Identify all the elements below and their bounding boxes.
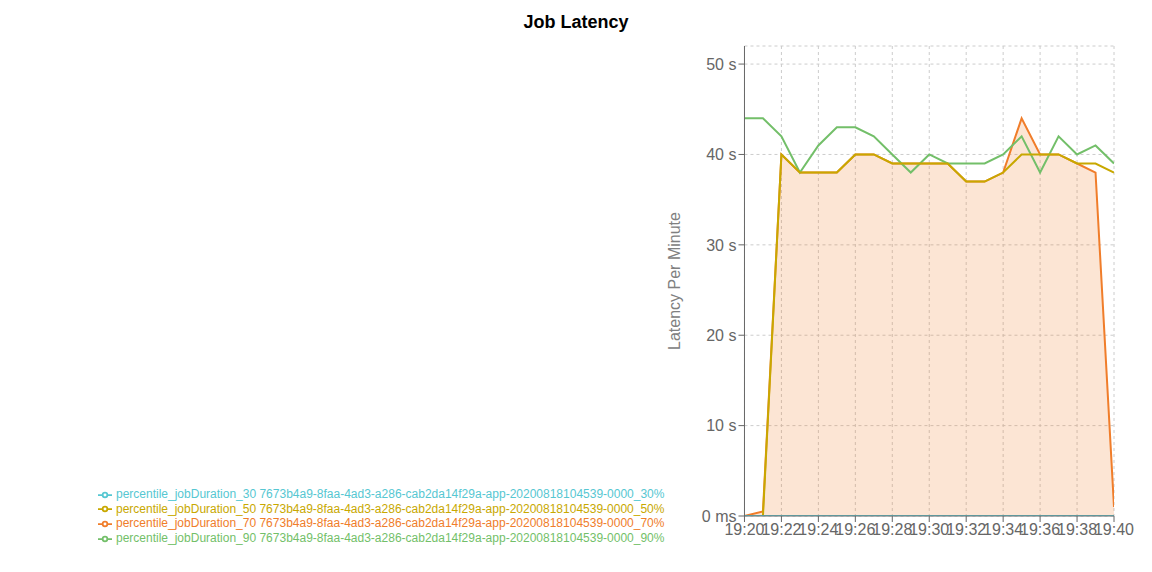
svg-text:50 s: 50 s bbox=[706, 56, 736, 73]
svg-text:19:32: 19:32 bbox=[946, 521, 986, 538]
html-text:percentile_jobDuration_50 7673: percentile_jobDuration_50 7673b4a9-8faa-… bbox=[116, 501, 665, 516]
svg-text:20 s: 20 s bbox=[706, 327, 736, 344]
html-text:Job Latency: Job Latency bbox=[523, 12, 629, 32]
html-text:percentile_jobDuration_70 7673: percentile_jobDuration_70 7673b4a9-8faa-… bbox=[116, 516, 665, 531]
svg-text:19:28: 19:28 bbox=[872, 521, 912, 538]
svg-text:19:40: 19:40 bbox=[1094, 521, 1134, 538]
html-text:percentile_jobDuration_30 7673: percentile_jobDuration_30 7673b4a9-8faa-… bbox=[116, 486, 665, 501]
svg-text:19:36: 19:36 bbox=[1020, 521, 1060, 538]
svg-text:19:20: 19:20 bbox=[724, 521, 765, 539]
svg-text:30 s: 30 s bbox=[706, 237, 736, 254]
svg-text:19:34: 19:34 bbox=[983, 521, 1023, 538]
svg-text:19:26: 19:26 bbox=[835, 521, 875, 538]
html-text:percentile_jobDuration_90 7673: percentile_jobDuration_90 7673b4a9-8faa-… bbox=[116, 531, 665, 546]
svg-text:19:30: 19:30 bbox=[909, 521, 949, 538]
svg-text:Latency Per Minute: Latency Per Minute bbox=[666, 212, 683, 350]
svg-text:19:38: 19:38 bbox=[1057, 521, 1097, 538]
svg-text:0 ms: 0 ms bbox=[702, 508, 737, 525]
svg-text:19:24: 19:24 bbox=[798, 521, 838, 538]
svg-text:19:22: 19:22 bbox=[761, 521, 801, 538]
svg-text:10 s: 10 s bbox=[706, 417, 736, 434]
svg-text:40 s: 40 s bbox=[706, 146, 736, 163]
